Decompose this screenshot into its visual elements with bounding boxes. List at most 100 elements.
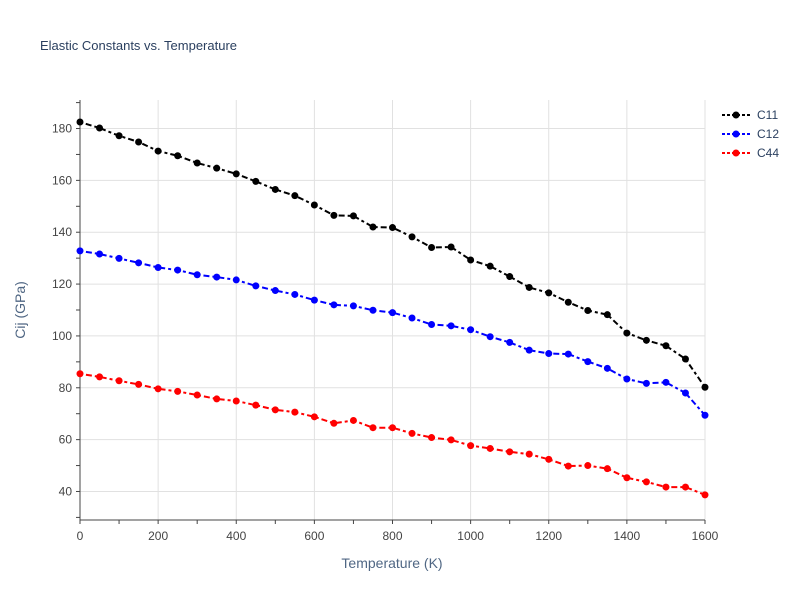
legend-item-c44[interactable]: C44 [722, 146, 779, 160]
series-c44 [76, 370, 709, 499]
series-line [79, 249, 706, 416]
x-tick-label: 1200 [535, 529, 562, 543]
data-point [662, 342, 670, 350]
data-point [76, 247, 84, 255]
data-point [662, 483, 670, 491]
data-point [525, 450, 533, 458]
data-point [623, 329, 631, 337]
data-point [193, 159, 201, 167]
data-point [447, 322, 455, 330]
data-point [96, 124, 104, 132]
data-point [135, 259, 143, 267]
data-point [428, 244, 436, 252]
data-point [584, 358, 592, 366]
data-point [213, 164, 221, 172]
data-point [291, 408, 299, 416]
data-point [681, 483, 689, 491]
data-point [252, 282, 260, 290]
data-point [310, 413, 318, 421]
data-point [584, 462, 592, 470]
grid [80, 100, 706, 520]
data-point [310, 296, 318, 304]
data-point [232, 397, 240, 405]
data-point [701, 491, 709, 499]
data-point [252, 177, 260, 185]
data-point [174, 387, 182, 395]
data-point [408, 429, 416, 437]
data-point [76, 118, 84, 126]
legend-item-c11[interactable]: C11 [722, 108, 778, 122]
data-point [701, 411, 709, 419]
data-point [642, 379, 650, 387]
data-point [642, 336, 650, 344]
data-point [96, 250, 104, 258]
y-tick-label: 40 [59, 484, 73, 498]
data-point [525, 346, 533, 354]
series-c11 [76, 118, 709, 391]
data-point [506, 273, 514, 281]
y-axis-title: Cij (GPa) [12, 281, 28, 339]
data-point [135, 138, 143, 146]
data-point [623, 474, 631, 482]
x-tick-label: 400 [226, 529, 246, 543]
data-point [623, 375, 631, 383]
y-tick-label: 60 [59, 433, 73, 447]
data-point [545, 350, 553, 358]
data-point [681, 389, 689, 397]
data-point [506, 338, 514, 346]
data-point [506, 448, 514, 456]
data-point [232, 170, 240, 178]
series-c12 [76, 247, 709, 419]
data-point [115, 132, 123, 140]
data-point [76, 370, 84, 378]
data-point [349, 416, 357, 424]
data-point [467, 442, 475, 450]
data-point [408, 233, 416, 241]
data-point [486, 444, 494, 452]
x-axis-title: Temperature (K) [341, 555, 442, 571]
legend-marker-icon [732, 111, 740, 119]
plot-area [76, 118, 709, 499]
x-tick-label: 200 [148, 529, 168, 543]
data-point [428, 434, 436, 442]
data-point [447, 436, 455, 444]
data-point [135, 380, 143, 388]
chart-title: Elastic Constants vs. Temperature [40, 38, 237, 53]
data-point [603, 465, 611, 473]
x-tick-label: 0 [77, 529, 84, 543]
x-tick-label: 1600 [692, 529, 719, 543]
data-point [525, 283, 533, 291]
data-point [603, 364, 611, 372]
data-point [349, 212, 357, 220]
data-point [389, 309, 396, 317]
data-point [467, 256, 475, 264]
data-point [271, 406, 279, 414]
legend-item-c12[interactable]: C12 [722, 127, 779, 141]
y-tick-label: 80 [59, 381, 73, 395]
data-point [564, 462, 572, 470]
data-point [584, 307, 592, 315]
data-point [369, 306, 377, 314]
data-point [369, 223, 377, 231]
data-point [252, 401, 260, 409]
y-tick-label: 120 [52, 277, 72, 291]
data-point [330, 211, 338, 219]
x-tick-label: 600 [304, 529, 324, 543]
data-point [213, 395, 221, 403]
x-tick-label: 1000 [457, 529, 484, 543]
data-point [330, 301, 338, 309]
data-point [115, 377, 123, 385]
data-point [642, 478, 650, 486]
data-point [564, 350, 572, 358]
legend-label: C44 [757, 146, 779, 160]
legend-label: C11 [757, 108, 778, 122]
legend[interactable]: C11 C12 C44 [722, 108, 779, 160]
data-point [271, 185, 279, 193]
axes: 0 200 400 600 800 1000 1200 1400 1600 40 60 80 100 12… [52, 100, 719, 543]
y-tick-label: 100 [52, 329, 72, 343]
data-point [96, 373, 104, 381]
data-point [310, 201, 318, 209]
data-point [486, 333, 494, 341]
data-point [428, 321, 436, 329]
